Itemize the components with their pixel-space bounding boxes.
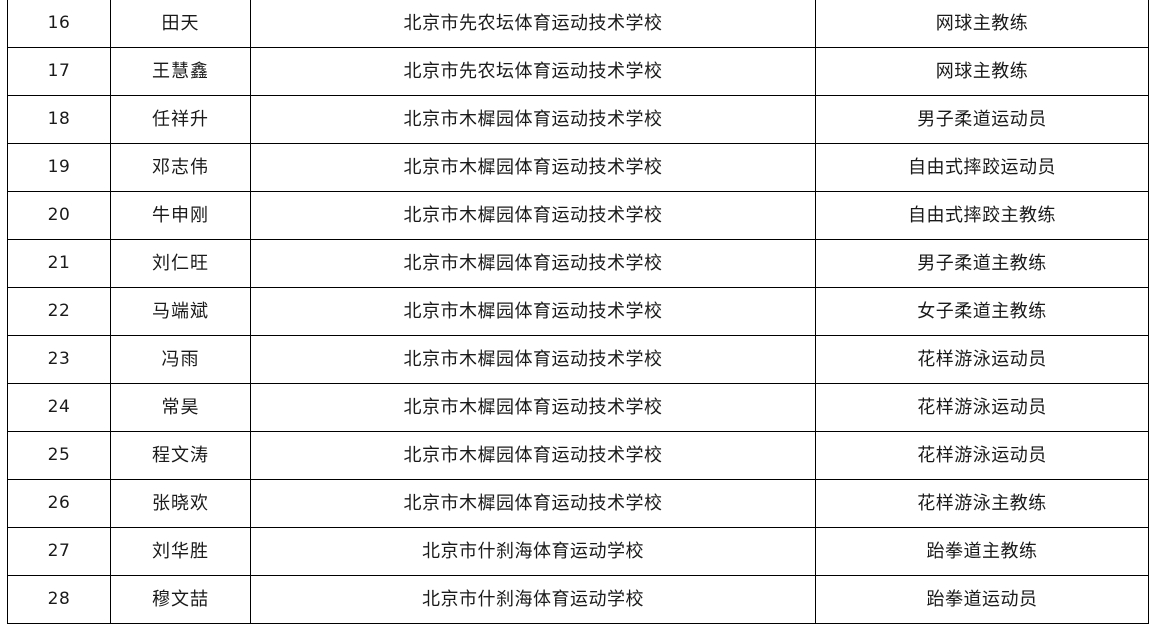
table-cell-name: 王慧鑫 [110, 47, 251, 96]
table-cell-role: 自由式摔跤主教练 [815, 191, 1149, 240]
table-cell-school: 北京市什刹海体育运动学校 [250, 575, 816, 624]
table-cell-school: 北京市先农坛体育运动技术学校 [250, 0, 816, 48]
table-cell-role: 男子柔道主教练 [815, 239, 1149, 288]
table-cell-school: 北京市木樨园体育运动技术学校 [250, 431, 816, 480]
table-cell-name: 刘华胜 [110, 527, 251, 576]
table-cell-name: 马端斌 [110, 287, 251, 336]
table-row: 19 邓志伟 北京市木樨园体育运动技术学校 自由式摔跤运动员 [7, 143, 1149, 192]
table-cell-name: 牛申刚 [110, 191, 251, 240]
table-cell-name: 田天 [110, 0, 251, 48]
table-cell-role: 跆拳道运动员 [815, 575, 1149, 624]
table-cell-role: 男子柔道运动员 [815, 95, 1149, 144]
table-cell-school: 北京市木樨园体育运动技术学校 [250, 95, 816, 144]
table-cell-name: 程文涛 [110, 431, 251, 480]
table-row: 27 刘华胜 北京市什刹海体育运动学校 跆拳道主教练 [7, 527, 1149, 576]
roster-table: 16 田天 北京市先农坛体育运动技术学校 网球主教练 17 王慧鑫 北京市先农坛体育运动技术… [7, 0, 1149, 624]
table-cell-school: 北京市什刹海体育运动学校 [250, 527, 816, 576]
table-row: 22 马端斌 北京市木樨园体育运动技术学校 女子柔道主教练 [7, 287, 1149, 336]
table-row: 24 常昊 北京市木樨园体育运动技术学校 花样游泳运动员 [7, 383, 1149, 432]
table-cell-name: 刘仁旺 [110, 239, 251, 288]
table-cell-school: 北京市木樨园体育运动技术学校 [250, 143, 816, 192]
table-row: 20 牛申刚 北京市木樨园体育运动技术学校 自由式摔跤主教练 [7, 191, 1149, 240]
table-cell-index: 22 [7, 287, 111, 336]
table-row: 23 冯雨 北京市木樨园体育运动技术学校 花样游泳运动员 [7, 335, 1149, 384]
table-cell-index: 24 [7, 383, 111, 432]
table-cell-role: 花样游泳运动员 [815, 383, 1149, 432]
table-cell-role: 花样游泳运动员 [815, 431, 1149, 480]
table-row: 25 程文涛 北京市木樨园体育运动技术学校 花样游泳运动员 [7, 431, 1149, 480]
table-row: 26 张晓欢 北京市木樨园体育运动技术学校 花样游泳主教练 [7, 479, 1149, 528]
table-cell-index: 27 [7, 527, 111, 576]
table-row: 21 刘仁旺 北京市木樨园体育运动技术学校 男子柔道主教练 [7, 239, 1149, 288]
roster-table-body: 16 田天 北京市先农坛体育运动技术学校 网球主教练 17 王慧鑫 北京市先农坛体育运动技术… [7, 0, 1149, 624]
table-cell-role: 跆拳道主教练 [815, 527, 1149, 576]
table-cell-index: 18 [7, 95, 111, 144]
table-cell-school: 北京市木樨园体育运动技术学校 [250, 239, 816, 288]
table-cell-role: 女子柔道主教练 [815, 287, 1149, 336]
table-cell-role: 花样游泳主教练 [815, 479, 1149, 528]
table-cell-name: 冯雨 [110, 335, 251, 384]
table-cell-role: 自由式摔跤运动员 [815, 143, 1149, 192]
table-row: 18 任祥升 北京市木樨园体育运动技术学校 男子柔道运动员 [7, 95, 1149, 144]
table-cell-role: 网球主教练 [815, 47, 1149, 96]
table-cell-index: 21 [7, 239, 111, 288]
table-cell-school: 北京市木樨园体育运动技术学校 [250, 191, 816, 240]
roster-scroll-container: 16 田天 北京市先农坛体育运动技术学校 网球主教练 17 王慧鑫 北京市先农坛体育运动技术… [7, 0, 1149, 624]
table-cell-school: 北京市木樨园体育运动技术学校 [250, 335, 816, 384]
table-cell-index: 28 [7, 575, 111, 624]
table-cell-index: 25 [7, 431, 111, 480]
table-cell-school: 北京市木樨园体育运动技术学校 [250, 287, 816, 336]
table-cell-school: 北京市木樨园体育运动技术学校 [250, 383, 816, 432]
table-cell-school: 北京市木樨园体育运动技术学校 [250, 479, 816, 528]
table-cell-index: 17 [7, 47, 111, 96]
table-cell-name: 穆文喆 [110, 575, 251, 624]
table-row: 17 王慧鑫 北京市先农坛体育运动技术学校 网球主教练 [7, 47, 1149, 96]
table-cell-name: 任祥升 [110, 95, 251, 144]
table-cell-index: 16 [7, 0, 111, 48]
table-cell-name: 邓志伟 [110, 143, 251, 192]
table-cell-index: 19 [7, 143, 111, 192]
table-cell-school: 北京市先农坛体育运动技术学校 [250, 47, 816, 96]
table-cell-index: 20 [7, 191, 111, 240]
table-row: 16 田天 北京市先农坛体育运动技术学校 网球主教练 [7, 0, 1149, 48]
table-cell-role: 网球主教练 [815, 0, 1149, 48]
table-cell-name: 常昊 [110, 383, 251, 432]
table-cell-index: 26 [7, 479, 111, 528]
table-cell-name: 张晓欢 [110, 479, 251, 528]
table-row: 28 穆文喆 北京市什刹海体育运动学校 跆拳道运动员 [7, 575, 1149, 624]
table-cell-role: 花样游泳运动员 [815, 335, 1149, 384]
table-cell-index: 23 [7, 335, 111, 384]
